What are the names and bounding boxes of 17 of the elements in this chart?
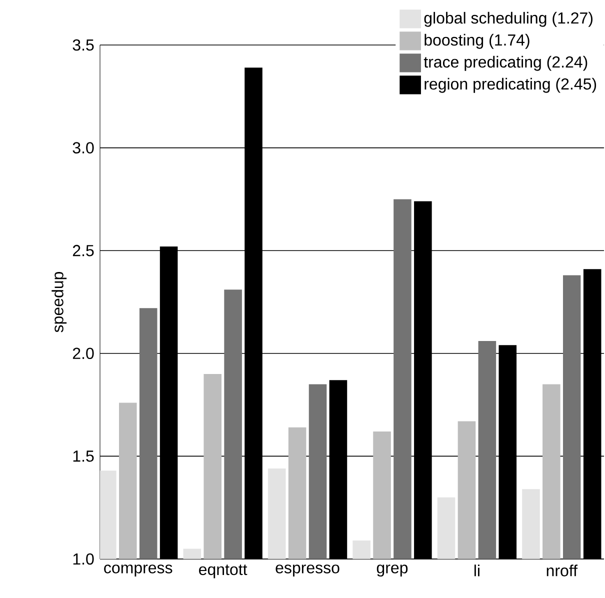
y-tick-label: 2.0	[72, 348, 94, 360]
x-tick-label: li	[474, 564, 480, 576]
x-tick-label: grep	[376, 564, 408, 577]
x-tick-label: espresso	[276, 564, 340, 577]
legend-label: region predicating (2.45)	[424, 78, 596, 93]
y-tick-label: 2.5	[72, 244, 94, 256]
legend-label: global scheduling (1.27)	[424, 12, 592, 27]
legend-label: trace predicating (2.24)	[424, 56, 588, 71]
x-tick-label: compress	[104, 564, 172, 577]
legend-label: boosting (1.74)	[424, 34, 530, 49]
y-tick-label: 1.0	[73, 553, 94, 565]
x-tick-label: nroff	[546, 564, 578, 576]
x-tick-label: eqntott	[199, 564, 248, 578]
y-tick-label: 1.5	[73, 450, 94, 462]
y-tick-label: 3.0	[72, 142, 94, 154]
y-tick-label: 3.5	[72, 39, 94, 51]
y-axis-title: speedup	[52, 272, 67, 332]
